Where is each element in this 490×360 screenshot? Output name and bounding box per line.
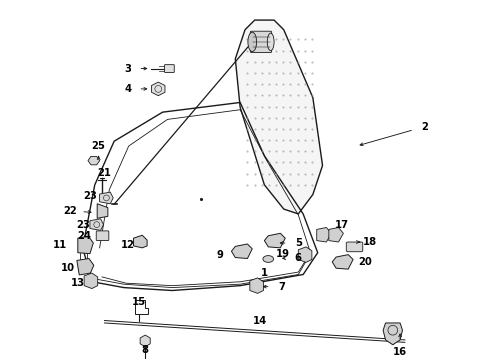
Polygon shape xyxy=(317,228,331,242)
Text: 22: 22 xyxy=(64,206,77,216)
Polygon shape xyxy=(134,235,147,248)
Text: 23: 23 xyxy=(83,190,97,201)
Text: 24: 24 xyxy=(77,231,91,241)
Text: 15: 15 xyxy=(131,297,146,307)
Ellipse shape xyxy=(267,33,274,51)
FancyBboxPatch shape xyxy=(250,31,271,53)
Text: 2: 2 xyxy=(421,122,428,132)
Text: 25: 25 xyxy=(92,141,105,151)
Text: 21: 21 xyxy=(98,168,111,178)
Text: 19: 19 xyxy=(276,249,290,259)
Text: 11: 11 xyxy=(53,240,67,251)
Polygon shape xyxy=(151,82,165,96)
Text: 14: 14 xyxy=(252,315,267,325)
Text: 23: 23 xyxy=(76,220,90,230)
Ellipse shape xyxy=(248,32,257,51)
Polygon shape xyxy=(140,335,150,347)
Polygon shape xyxy=(265,233,285,248)
Text: 7: 7 xyxy=(278,282,285,292)
Text: 10: 10 xyxy=(61,263,75,273)
Text: 5: 5 xyxy=(295,238,302,248)
Text: 13: 13 xyxy=(71,278,85,288)
Text: 17: 17 xyxy=(335,220,349,230)
Polygon shape xyxy=(97,204,108,218)
Polygon shape xyxy=(231,244,252,258)
Polygon shape xyxy=(332,255,353,269)
Polygon shape xyxy=(78,236,93,254)
Polygon shape xyxy=(250,278,264,293)
Text: 20: 20 xyxy=(358,257,372,267)
Polygon shape xyxy=(90,219,103,230)
Text: 6: 6 xyxy=(295,252,302,262)
Text: 16: 16 xyxy=(393,347,407,357)
Polygon shape xyxy=(99,192,113,204)
FancyBboxPatch shape xyxy=(346,242,363,252)
Polygon shape xyxy=(77,258,94,275)
Polygon shape xyxy=(383,323,402,345)
Polygon shape xyxy=(329,228,343,242)
Polygon shape xyxy=(88,156,99,165)
FancyBboxPatch shape xyxy=(165,65,174,72)
Polygon shape xyxy=(235,20,322,214)
Text: 3: 3 xyxy=(124,63,131,73)
Text: 9: 9 xyxy=(217,249,223,260)
Text: 12: 12 xyxy=(121,240,135,251)
Text: 1: 1 xyxy=(261,268,268,278)
Polygon shape xyxy=(298,247,312,262)
Text: 8: 8 xyxy=(142,345,148,355)
FancyBboxPatch shape xyxy=(96,231,109,240)
Ellipse shape xyxy=(263,256,273,262)
Text: 18: 18 xyxy=(363,237,377,247)
Polygon shape xyxy=(84,273,98,289)
Text: 4: 4 xyxy=(124,84,131,94)
